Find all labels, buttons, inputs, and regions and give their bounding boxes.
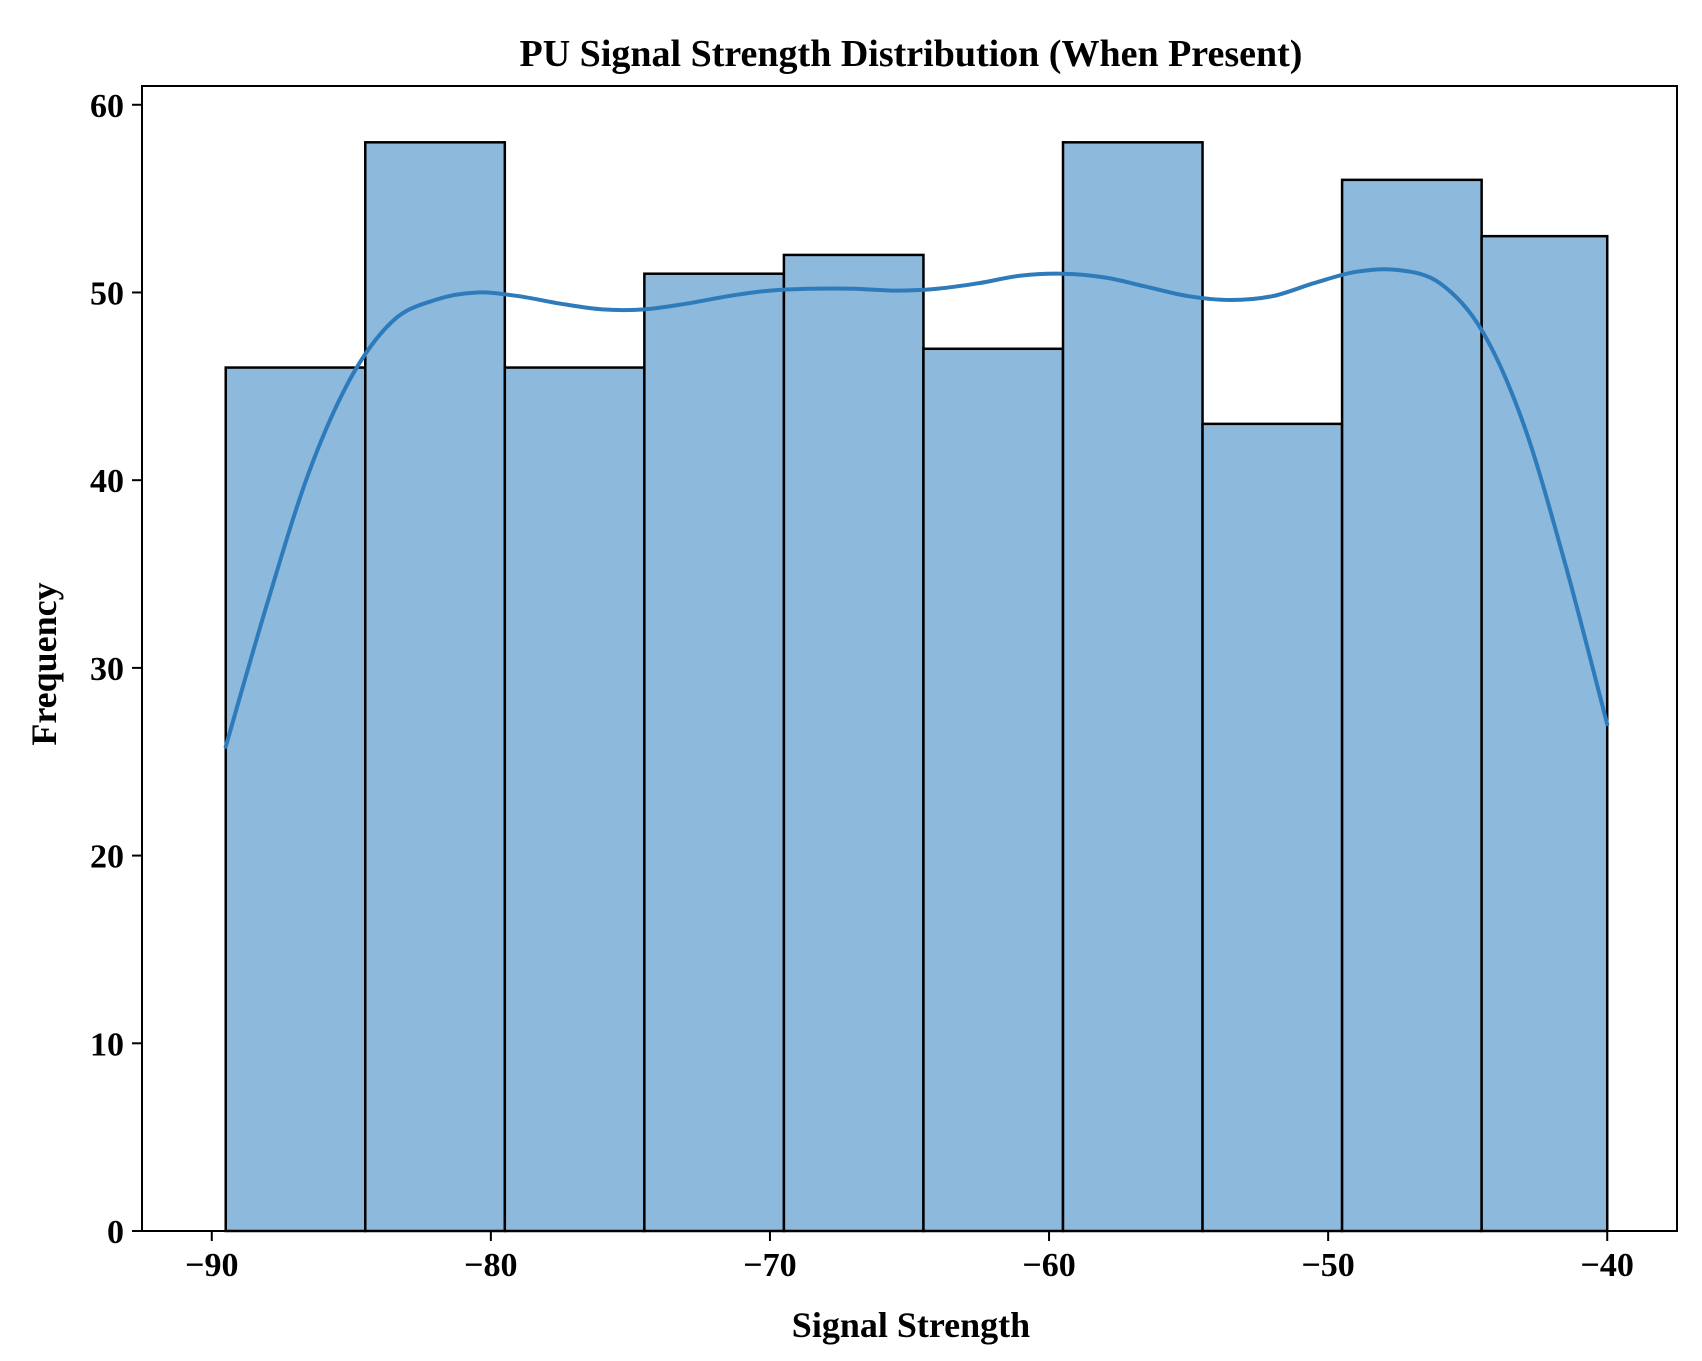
histogram-bar-2 <box>364 141 507 1233</box>
histogram-bar-3 <box>503 366 646 1233</box>
chart-title: PU Signal Strength Distribution (When Pr… <box>520 33 1303 75</box>
histogram-bar-1 <box>224 366 367 1233</box>
histogram-bars <box>224 141 1609 1233</box>
y-tick-label: 60 <box>90 88 124 125</box>
y-axis-label: Frequency <box>24 582 64 745</box>
x-tick-label: −80 <box>464 1247 517 1284</box>
y-tick-label: 30 <box>90 651 124 688</box>
plot-frame <box>141 85 1678 1232</box>
kde-curve <box>223 267 1610 749</box>
histogram-bar-5 <box>782 253 925 1233</box>
y-tick-label: 50 <box>90 275 124 312</box>
x-tick-label: −70 <box>743 1247 796 1284</box>
x-tick-label: −40 <box>1581 1247 1634 1284</box>
y-tick-label: 0 <box>107 1214 124 1251</box>
x-axis-label: Signal Strength <box>792 1305 1030 1345</box>
y-axis-ticks: 0 10 20 30 40 50 60 <box>90 88 142 1251</box>
x-axis-ticks: −90 −80 −70 −60 −50 −40 <box>185 1231 1634 1284</box>
y-tick-label: 10 <box>90 1026 124 1063</box>
histogram-bar-7 <box>1061 141 1204 1233</box>
y-tick-label: 40 <box>90 463 124 500</box>
y-tick-label: 20 <box>90 839 124 876</box>
histogram-bar-10 <box>1480 234 1609 1233</box>
x-tick-label: −90 <box>185 1247 238 1284</box>
histogram-bar-8 <box>1201 422 1344 1233</box>
x-tick-label: −50 <box>1301 1247 1354 1284</box>
histogram-bar-4 <box>643 272 786 1233</box>
x-tick-label: −60 <box>1022 1247 1075 1284</box>
histogram-bar-9 <box>1340 178 1483 1233</box>
histogram-bar-6 <box>922 347 1065 1233</box>
